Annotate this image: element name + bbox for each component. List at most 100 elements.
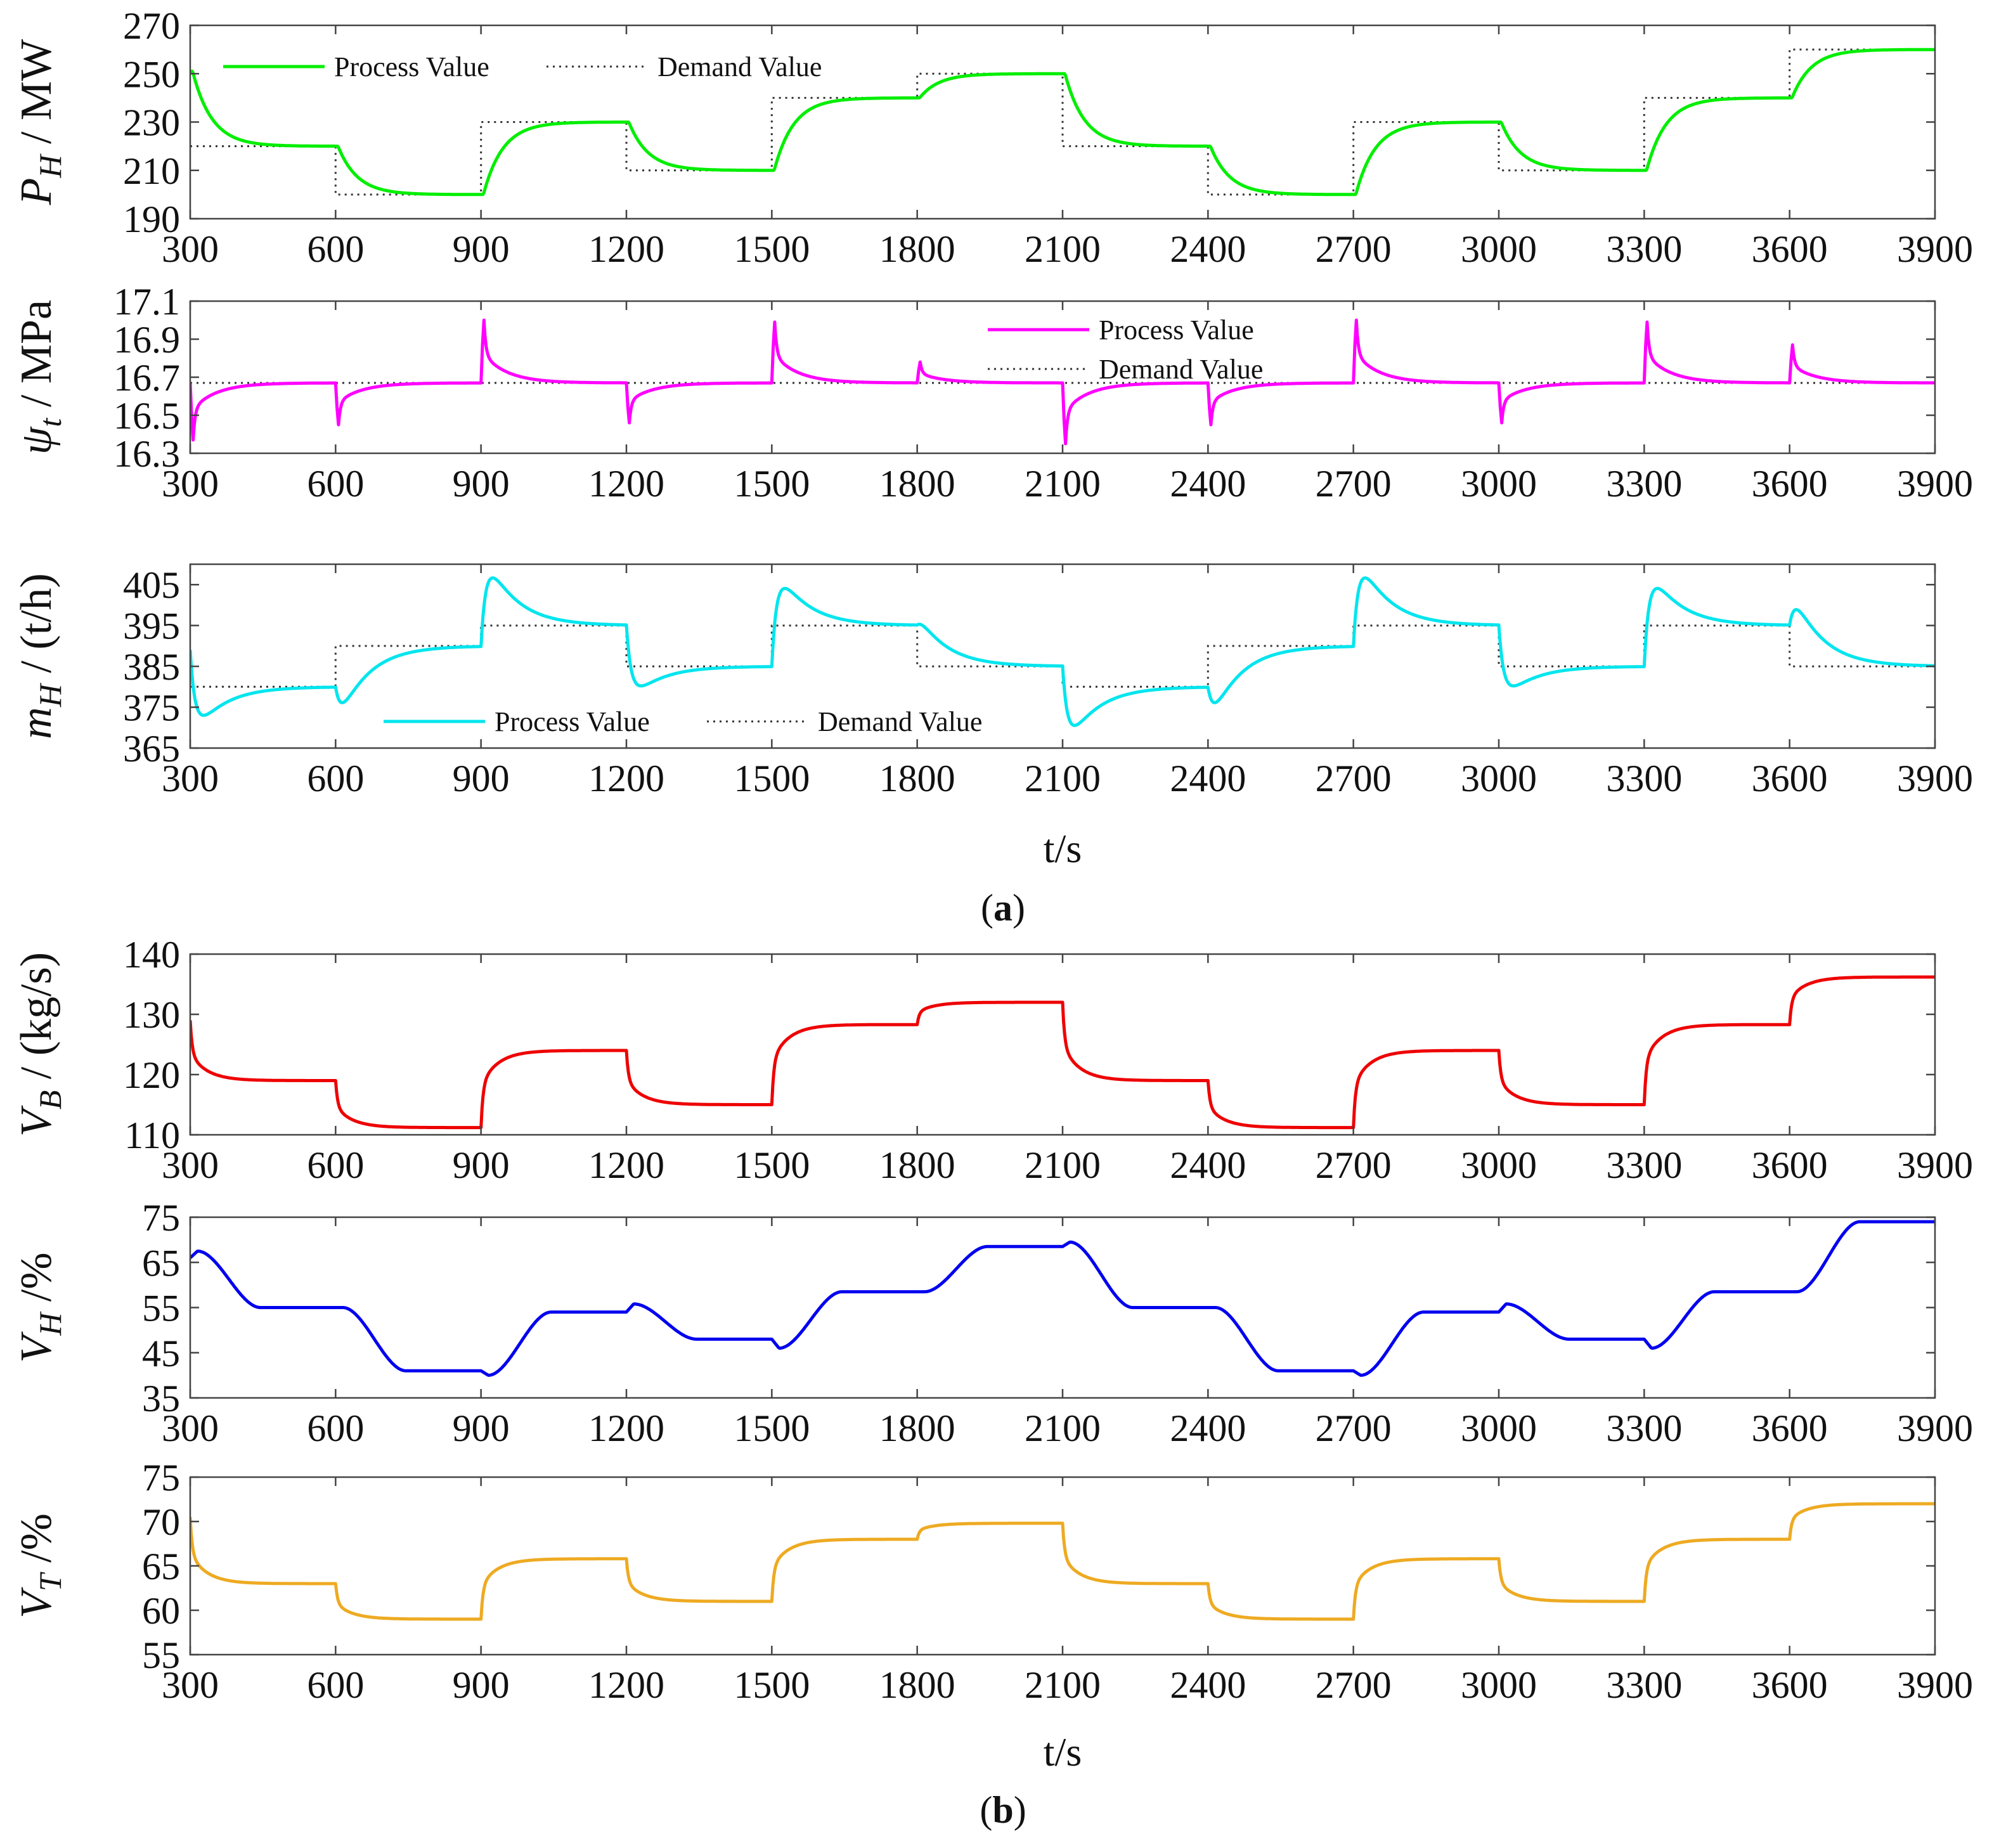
- x-tick-label: 2100: [1025, 1144, 1101, 1186]
- chart-PH: 300 600 900 1200 1500 1800 2100 2400 2700 3000 330…: [12, 5, 1973, 270]
- x-tick-label: 3900: [1897, 228, 1973, 270]
- x-tick-label: 1800: [879, 1407, 955, 1449]
- x-tick-label: 3000: [1461, 1144, 1537, 1186]
- legend-mH: Process Value Demand Value: [384, 706, 982, 737]
- x-tick-label: 1200: [588, 758, 664, 799]
- y-axis-label-psi: ψt / MPa: [12, 300, 68, 455]
- y-tick-label: 385: [123, 646, 180, 688]
- y-axis-label-PH: PH / MW: [12, 39, 68, 206]
- y-tick-label: 35: [142, 1378, 180, 1419]
- legend-label-process: Process Value: [495, 706, 650, 737]
- y-tick-label: 70: [142, 1501, 180, 1543]
- chart-VT: 300 600 900 1200 1500 1800 2100 2400 2700 3000 330…: [12, 1457, 1973, 1706]
- y-axis-subscript: B: [32, 1090, 68, 1110]
- x-tick-label: 2700: [1316, 1144, 1392, 1186]
- y-tick-label: 395: [123, 605, 180, 647]
- x-tick-label: 300: [162, 1407, 219, 1449]
- panel-label-b: (b): [980, 1789, 1026, 1831]
- x-tick-label: 600: [307, 1144, 364, 1186]
- x-tick-label: 900: [453, 463, 510, 505]
- y-tick-label: 210: [123, 150, 180, 192]
- y-axis-symbol: V: [12, 1331, 61, 1363]
- x-tick-label: 1200: [588, 463, 664, 505]
- x-tick-label: 3900: [1897, 1144, 1973, 1186]
- x-tick-label: 2700: [1316, 463, 1392, 505]
- plot-frame-VT: [189, 1476, 1936, 1656]
- x-tick-label: 1200: [588, 1407, 664, 1449]
- y-tick-label: 75: [142, 1457, 180, 1499]
- x-tick-label: 600: [307, 1664, 364, 1706]
- legend-label-demand: Demand Value: [818, 706, 982, 737]
- x-tick-label: 2100: [1025, 758, 1101, 799]
- x-tick-label: 1200: [588, 228, 664, 270]
- series-process-psi: [190, 318, 1935, 446]
- y-axis-symbol: V: [12, 1105, 61, 1137]
- y-axis-symbol: P: [12, 178, 61, 206]
- y-tick-label: 190: [123, 198, 180, 240]
- y-axis-subscript: H: [32, 1311, 68, 1336]
- chart-VB: 300 600 900 1200 1500 1800 2100 2400 2700 3000 330…: [12, 934, 1973, 1186]
- y-tick-label: 110: [124, 1115, 180, 1156]
- x-tick-label: 300: [162, 1664, 219, 1706]
- x-tick-label: 900: [453, 758, 510, 799]
- y-tick-label: 16.3: [113, 433, 180, 475]
- y-tick-label: 230: [123, 102, 180, 144]
- x-tick-label: 300: [162, 758, 219, 799]
- x-tick-label: 1500: [734, 1144, 810, 1186]
- x-tick-label: 2100: [1025, 1664, 1101, 1706]
- x-tick-label: 900: [453, 1407, 510, 1449]
- x-tick-label: 2100: [1025, 1407, 1101, 1449]
- y-tick-label: 16.5: [113, 395, 180, 437]
- y-tick-label: 17.1: [113, 281, 180, 323]
- x-tick-label: 3900: [1897, 1664, 1973, 1706]
- legend-psi: Process Value Demand Value: [988, 314, 1263, 385]
- chart-mH: 300 600 900 1200 1500 1800 2100 2400 2700 3000 330…: [12, 563, 1973, 799]
- y-axis-subscript: T: [32, 1572, 68, 1591]
- plot-frame-VB: [189, 953, 1936, 1136]
- series-process-PH: [190, 48, 1935, 197]
- x-tick-label: 2400: [1170, 758, 1246, 799]
- series-demand-PH: [190, 48, 1935, 196]
- x-tick-label: 900: [453, 1144, 510, 1186]
- legend-label-process: Process Value: [1099, 314, 1254, 346]
- x-tick-label: 3300: [1606, 1664, 1682, 1706]
- y-axis-unit: /%: [12, 1252, 61, 1312]
- series-process-VB: [190, 975, 1935, 1130]
- x-tick-label: 2400: [1170, 1664, 1246, 1706]
- x-axis-label-a: t/s: [1044, 826, 1082, 871]
- x-tick-label: 1200: [588, 1144, 664, 1186]
- x-tick-label: 3300: [1606, 228, 1682, 270]
- y-tick-label: 55: [142, 1634, 180, 1676]
- x-tick-label: 300: [162, 1144, 219, 1186]
- legend-label-demand: Demand Value: [1099, 354, 1263, 385]
- chart-psi: 300 600 900 1200 1500 1800 2100 2400 2700 3000 330…: [12, 281, 1973, 505]
- y-axis-label-mH: mH / (t/h): [12, 573, 68, 739]
- chart-VH: 300 600 900 1200 1500 1800 2100 2400 2700 3000 330…: [12, 1197, 1973, 1449]
- x-tick-label: 3900: [1897, 758, 1973, 799]
- x-tick-label: 3300: [1606, 463, 1682, 505]
- x-tick-label: 1500: [734, 758, 810, 799]
- y-tick-label: 16.7: [113, 357, 180, 399]
- y-tick-label: 365: [123, 728, 180, 770]
- y-tick-label: 375: [123, 687, 180, 729]
- series-process-VT: [190, 1502, 1935, 1621]
- x-tick-label: 3000: [1461, 1664, 1537, 1706]
- x-tick-label: 1800: [879, 463, 955, 505]
- y-tick-label: 75: [142, 1197, 180, 1239]
- x-tick-label: 3000: [1461, 1407, 1537, 1449]
- x-tick-label: 300: [162, 463, 219, 505]
- x-tick-label: 3000: [1461, 463, 1537, 505]
- x-tick-label: 1800: [879, 1144, 955, 1186]
- x-axis-label-b: t/s: [1044, 1729, 1082, 1774]
- plot-frame-psi: [189, 300, 1936, 455]
- x-tick-label: 600: [307, 228, 364, 270]
- x-tick-label: 3600: [1752, 228, 1828, 270]
- x-tick-label: 2400: [1170, 228, 1246, 270]
- y-axis-subscript: t: [32, 418, 68, 427]
- x-tick-label: 600: [307, 1407, 364, 1449]
- x-tick-label: 2100: [1025, 228, 1101, 270]
- y-tick-label: 120: [123, 1054, 180, 1096]
- x-tick-label: 900: [453, 228, 510, 270]
- y-tick-label: 45: [142, 1333, 180, 1374]
